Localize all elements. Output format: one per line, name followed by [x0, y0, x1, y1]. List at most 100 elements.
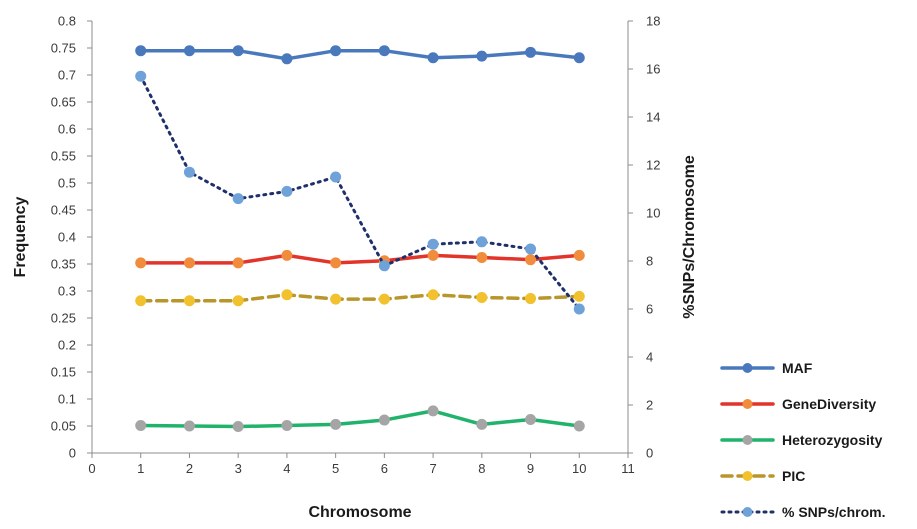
- legend-label: % SNPs/chrom.: [782, 504, 885, 520]
- data-point-heterozygosity: [427, 405, 439, 417]
- data-point-genediversity: [476, 252, 488, 264]
- series-genediversity: [135, 249, 585, 269]
- data-point-pic: [573, 290, 585, 302]
- y-tick-label: 0.75: [51, 41, 76, 56]
- data-point-heterozygosity: [281, 419, 293, 431]
- x-tick-label: 8: [478, 461, 485, 476]
- x-tick-label: 5: [332, 461, 339, 476]
- data-point-snps-chrom: [281, 185, 293, 197]
- x-tick-label: 2: [186, 461, 193, 476]
- data-point-heterozygosity: [378, 414, 390, 426]
- y2-tick-label: 6: [646, 302, 653, 317]
- y2-tick-label: 0: [646, 446, 653, 461]
- legend-swatch-marker: [742, 363, 753, 373]
- data-point-genediversity: [330, 257, 342, 269]
- legend-swatch-marker: [742, 399, 753, 409]
- data-point-maf: [573, 52, 585, 64]
- data-point-pic: [330, 293, 342, 305]
- data-point-snps-chrom: [378, 260, 390, 272]
- y-tick-label: 0.65: [51, 95, 76, 110]
- y-tick-label: 0.25: [51, 311, 76, 326]
- data-point-heterozygosity: [476, 418, 488, 430]
- data-point-pic: [378, 293, 390, 305]
- y2-tick-label: 10: [646, 206, 660, 221]
- x-tick-label: 10: [572, 461, 586, 476]
- y-tick-label: 0.45: [51, 203, 76, 218]
- x-tick-label: 11: [621, 461, 635, 476]
- y2-tick-label: 8: [646, 254, 653, 269]
- data-point-pic: [427, 289, 439, 301]
- data-point-pic: [135, 295, 147, 307]
- data-point-heterozygosity: [183, 420, 195, 432]
- series-maf: [135, 45, 585, 65]
- legend-swatch-marker: [742, 471, 753, 481]
- legend-item-genediversity: GeneDiversity: [720, 396, 876, 412]
- x-tick-label: 7: [429, 461, 436, 476]
- y-tick-label: 0.2: [58, 338, 76, 353]
- y2-axis-title: %SNPs/Chromosome: [681, 155, 698, 319]
- y-tick-label: 0.5: [58, 176, 76, 191]
- x-tick-label: 9: [527, 461, 534, 476]
- data-point-heterozygosity: [135, 419, 147, 431]
- data-point-pic: [476, 291, 488, 303]
- y2-tick-label: 4: [646, 350, 653, 365]
- series-line-snps-chrom: [139, 74, 581, 311]
- x-tick-label: 6: [381, 461, 388, 476]
- data-point-maf: [427, 52, 439, 64]
- data-point-snps-chrom: [135, 70, 147, 82]
- y-tick-label: 0.7: [58, 68, 76, 83]
- legend-item-pic: PIC: [720, 468, 805, 484]
- data-point-genediversity: [135, 257, 147, 269]
- y-tick-label: 0.15: [51, 365, 76, 380]
- data-point-snps-chrom: [330, 171, 342, 183]
- y-tick-label: 0.05: [51, 419, 76, 434]
- x-tick-label: 4: [283, 461, 290, 476]
- legend-item-heterozygosity: Heterozygosity: [720, 432, 883, 448]
- data-point-snps-chrom: [183, 166, 195, 178]
- data-point-snps-chrom: [525, 243, 537, 255]
- data-point-genediversity: [573, 249, 585, 261]
- data-point-maf: [135, 45, 147, 57]
- y-tick-label: 0.55: [51, 149, 76, 164]
- data-point-maf: [476, 50, 488, 62]
- x-tick-label: 3: [235, 461, 242, 476]
- x-tick-label: 1: [137, 461, 144, 476]
- y-tick-label: 0.4: [58, 230, 76, 245]
- data-point-heterozygosity: [525, 414, 537, 426]
- y-tick-label: 0: [69, 446, 76, 461]
- data-point-pic: [183, 295, 195, 307]
- legend-label: Heterozygosity: [782, 432, 883, 448]
- legend-item-snps-chrom: % SNPs/chrom.: [720, 504, 885, 520]
- y-tick-label: 0.3: [58, 284, 76, 299]
- data-point-snps-chrom: [476, 236, 488, 248]
- data-point-genediversity: [183, 257, 195, 269]
- series-snps-chrom: [135, 70, 585, 315]
- series-line-maf: [138, 48, 582, 61]
- data-point-maf: [330, 45, 342, 57]
- data-point-genediversity: [427, 249, 439, 261]
- y-tick-label: 0.1: [58, 392, 76, 407]
- series-heterozygosity: [135, 405, 585, 433]
- data-point-maf: [183, 45, 195, 57]
- data-point-genediversity: [232, 257, 244, 269]
- data-point-maf: [281, 53, 293, 65]
- legend-label: MAF: [782, 360, 813, 376]
- y2-tick-label: 12: [646, 158, 660, 173]
- y2-tick-label: 16: [646, 62, 660, 77]
- chart-legend: MAF GeneDiversity Heterozygosity PIC % SNPs/…: [720, 360, 885, 520]
- data-point-pic: [232, 295, 244, 307]
- legend-item-maf: MAF: [720, 360, 813, 376]
- data-point-heterozygosity: [573, 420, 585, 432]
- x-tick-label: 0: [88, 461, 95, 476]
- data-point-snps-chrom: [573, 303, 585, 315]
- data-point-genediversity: [281, 249, 293, 261]
- legend-label: GeneDiversity: [782, 396, 876, 412]
- data-point-heterozygosity: [232, 421, 244, 433]
- legend-label: PIC: [782, 468, 805, 484]
- data-point-maf: [525, 46, 537, 58]
- data-point-genediversity: [525, 254, 537, 266]
- data-point-pic: [525, 293, 537, 305]
- series-line-pic: [138, 293, 582, 303]
- series-line-heterozygosity: [138, 409, 582, 429]
